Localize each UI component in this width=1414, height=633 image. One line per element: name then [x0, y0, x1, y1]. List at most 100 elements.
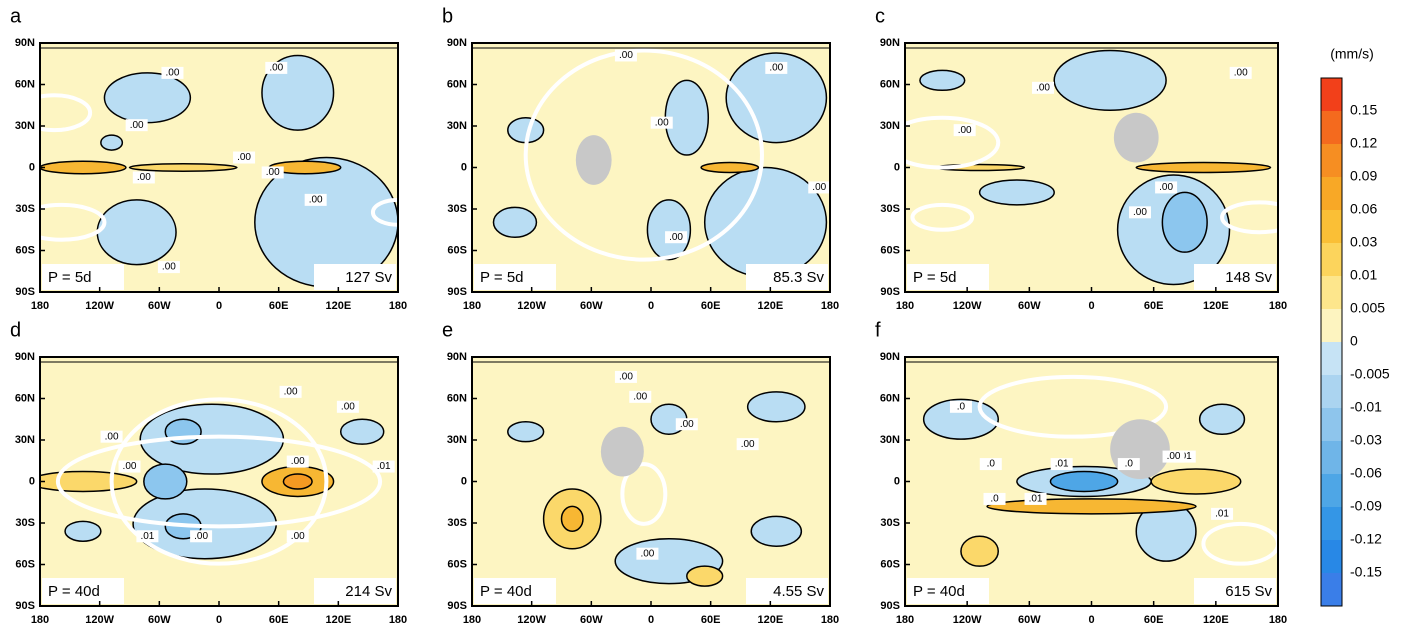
y-tick-label: 60N — [447, 392, 467, 404]
contour-region — [40, 470, 138, 493]
x-tick-label: 120E — [1203, 614, 1229, 626]
y-tick-label: 60S — [447, 558, 467, 570]
colorbar-swatch — [1321, 474, 1342, 508]
y-tick-label: 0 — [29, 161, 35, 173]
contour-region — [100, 134, 124, 151]
contour-label: .01 — [1215, 509, 1229, 520]
contour-region — [507, 420, 545, 443]
contour-region — [96, 199, 177, 266]
colorbar-swatch — [1321, 276, 1342, 310]
contour-label-bg — [979, 458, 1002, 471]
contour-label: .00 — [269, 63, 283, 74]
contour-region — [700, 161, 760, 174]
contour-region — [919, 69, 966, 92]
contour-region — [128, 163, 238, 172]
x-tick-label: 60W — [148, 614, 171, 626]
contour-label: .00 — [633, 391, 647, 402]
colorbar-swatch — [1321, 573, 1342, 607]
y-tick-label: 0 — [461, 161, 467, 173]
contour-label-bg — [765, 61, 788, 74]
y-tick-label: 90N — [447, 37, 467, 49]
y-tick-label: 90N — [880, 351, 900, 363]
contour-label-bg — [136, 530, 159, 543]
transport-box — [746, 264, 828, 290]
y-tick-label: 90N — [447, 351, 467, 363]
contour-label-bg — [125, 119, 148, 132]
contour-region — [103, 72, 192, 124]
contour-label-bg — [100, 430, 123, 443]
contour-label-bg — [1032, 81, 1055, 94]
contour-label-bg — [953, 124, 976, 137]
x-tick-label: 60E — [269, 300, 289, 312]
contour-label: .00 — [1133, 207, 1147, 218]
y-tick-label: 30N — [15, 434, 35, 446]
contour-label-bg — [629, 390, 652, 403]
contour-region — [282, 473, 313, 490]
transport-label: 148 Sv — [1225, 269, 1272, 286]
panel-letter: e — [442, 319, 453, 341]
streamfunction-contour — [40, 202, 107, 242]
y-tick-label: 90S — [447, 600, 467, 612]
panel-letter: f — [875, 319, 881, 341]
contour-region — [64, 520, 102, 543]
transport-box — [1194, 578, 1276, 604]
transport-label: 127 Sv — [345, 269, 392, 286]
contour-label: .00 — [137, 172, 151, 183]
colorbar-swatch — [1321, 441, 1342, 475]
colorbar-frame — [1320, 77, 1343, 607]
contour-region — [978, 179, 1055, 206]
x-tick-label: 120W — [953, 300, 982, 312]
colorbar-label: -0.005 — [1350, 366, 1390, 382]
contour-label: .01 — [377, 461, 391, 472]
colorbar-unit: (mm/s) — [1330, 46, 1374, 62]
contour-label: .00 — [812, 182, 826, 193]
contour-label: .00 — [341, 401, 355, 412]
contour-label-bg — [190, 530, 213, 543]
contour-region — [725, 52, 828, 144]
contour-label-bg — [286, 455, 309, 468]
y-tick-label: 90S — [447, 286, 467, 298]
y-tick-label: 90N — [15, 37, 35, 49]
streamfunction-contour — [977, 374, 1169, 439]
y-tick-label: 60S — [15, 558, 35, 570]
x-tick-label: 120W — [85, 300, 114, 312]
y-tick-label: 60S — [15, 244, 35, 256]
y-tick-label: 60N — [447, 78, 467, 90]
streamfunction-contour — [523, 48, 764, 262]
contour-label-bg — [1050, 458, 1073, 471]
land-mask — [1113, 112, 1159, 163]
y-tick-label: 60N — [15, 78, 35, 90]
contour-label: .00 — [130, 120, 144, 131]
contour-label: .00 — [669, 232, 683, 243]
x-tick-label: 180 — [821, 614, 839, 626]
streamfunction-contour — [905, 115, 1001, 170]
contour-label-bg — [233, 151, 256, 164]
y-tick-label: 0 — [894, 161, 900, 173]
contours: .00 .00 .00 .00 .00 — [472, 47, 830, 278]
transport-box — [314, 578, 396, 604]
colorbar-swatch — [1321, 177, 1342, 211]
panel-letter: d — [10, 319, 21, 341]
contour-region — [746, 391, 806, 423]
panel-letter: b — [442, 5, 453, 27]
contour-label-bg — [157, 261, 180, 274]
contour-label-bg — [983, 492, 1006, 505]
period-box — [42, 264, 124, 290]
contour-label: .00 — [309, 195, 323, 206]
colorbar-label: 0.005 — [1350, 300, 1385, 316]
y-tick-label: 60S — [880, 244, 900, 256]
y-tick-label: 90S — [15, 600, 35, 612]
contour-label: .00 — [1036, 82, 1050, 93]
streamfunction-contour — [109, 397, 329, 566]
contour-label-bg — [1117, 458, 1140, 471]
contour-label-bg — [265, 61, 288, 74]
streamfunction-contour — [620, 462, 668, 526]
x-tick-label: 120E — [757, 300, 783, 312]
contour-label-bg — [336, 400, 359, 413]
colorbar-label: -0.03 — [1350, 432, 1382, 448]
colorbar-label: -0.12 — [1350, 531, 1382, 547]
panel-letter: a — [10, 5, 22, 27]
colorbar-swatch — [1321, 210, 1342, 244]
x-tick-label: 180 — [463, 614, 481, 626]
colorbar-swatch — [1321, 78, 1342, 112]
